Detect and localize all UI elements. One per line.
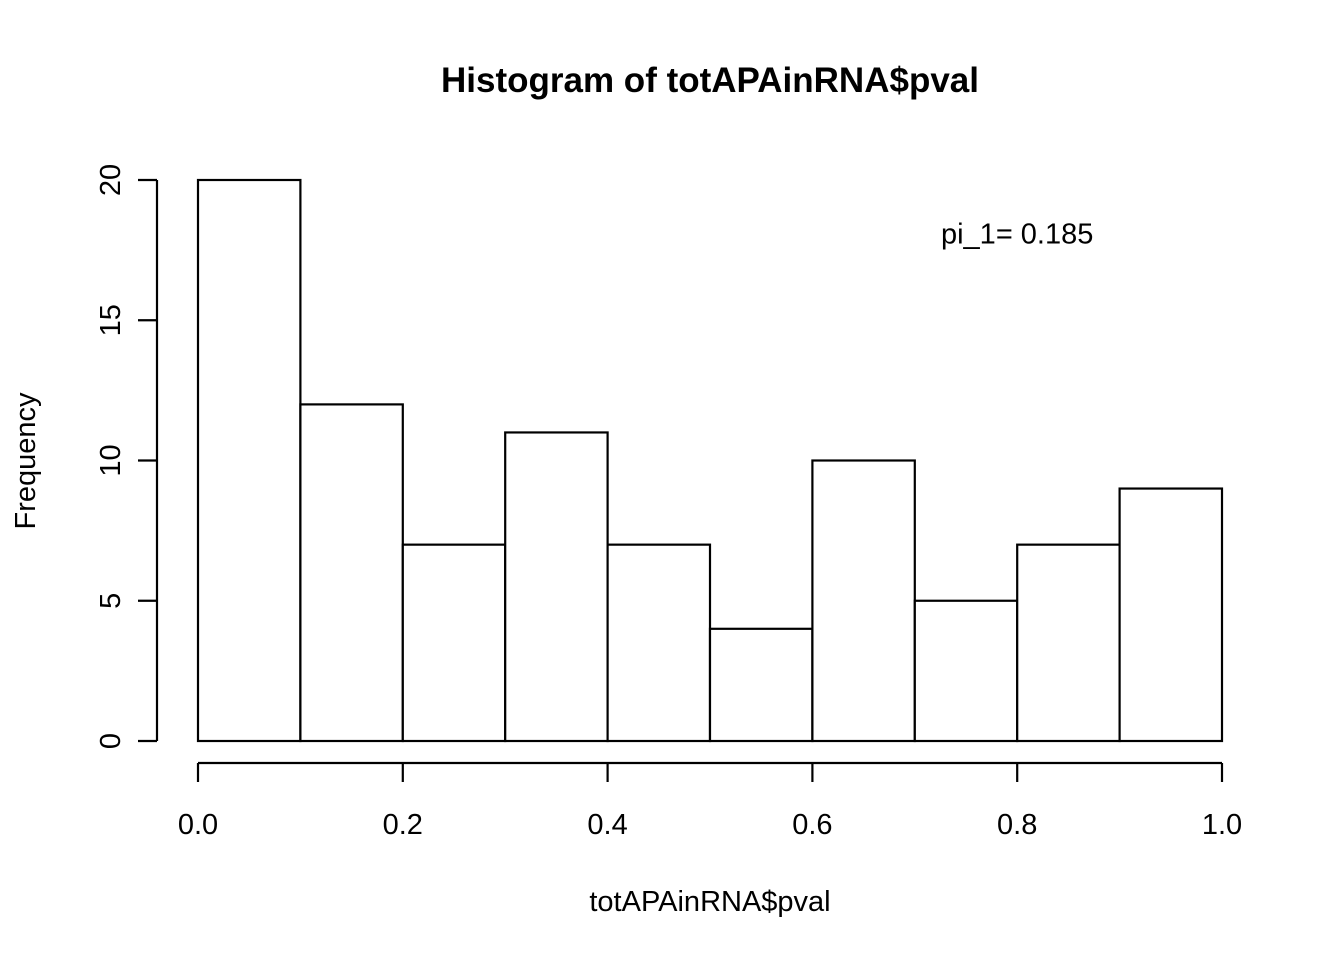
x-tick-label-0: 0.0 (178, 809, 218, 841)
y-tick-label-3: 15 (95, 304, 127, 336)
annotations-group: pi_1= 0.185 (941, 218, 1093, 250)
chart-title: Histogram of totAPAinRNA$pval (441, 61, 979, 100)
histogram-bar-5 (708, 627, 814, 743)
histogram-bar-7 (913, 599, 1019, 743)
histogram-bar-6 (811, 459, 916, 743)
annotation-text-0: pi_1= 0.185 (941, 218, 1093, 250)
histogram-bar-9 (1118, 487, 1224, 743)
histogram-bar-0 (196, 178, 302, 743)
histogram-bar-1 (299, 403, 404, 743)
x-tick-label-1: 0.2 (383, 809, 423, 841)
x-tick-label-3: 0.6 (792, 809, 832, 841)
x-tick-label-5: 1.0 (1202, 809, 1242, 841)
x-tick-label-4: 0.8 (997, 809, 1037, 841)
histogram-bar-2 (401, 543, 507, 743)
y-axis: 0 5 10 15 20 (95, 164, 159, 749)
y-axis-label: Frequency (10, 392, 42, 530)
bars-group (196, 178, 1224, 743)
histogram-bar-3 (504, 431, 609, 743)
histogram-bar-4 (606, 543, 712, 743)
y-tick-label-1: 5 (95, 593, 127, 609)
x-tick-label-2: 0.4 (587, 809, 627, 841)
y-tick-label-0: 0 (95, 733, 127, 749)
x-axis-label: totAPAinRNA$pval (589, 886, 830, 918)
y-tick-label-2: 10 (95, 444, 127, 476)
y-tick-label-4: 20 (95, 164, 127, 196)
x-axis: 0.0 0.2 0.4 0.6 0.8 1.0 (178, 761, 1242, 841)
histogram-bar-8 (1016, 543, 1121, 743)
